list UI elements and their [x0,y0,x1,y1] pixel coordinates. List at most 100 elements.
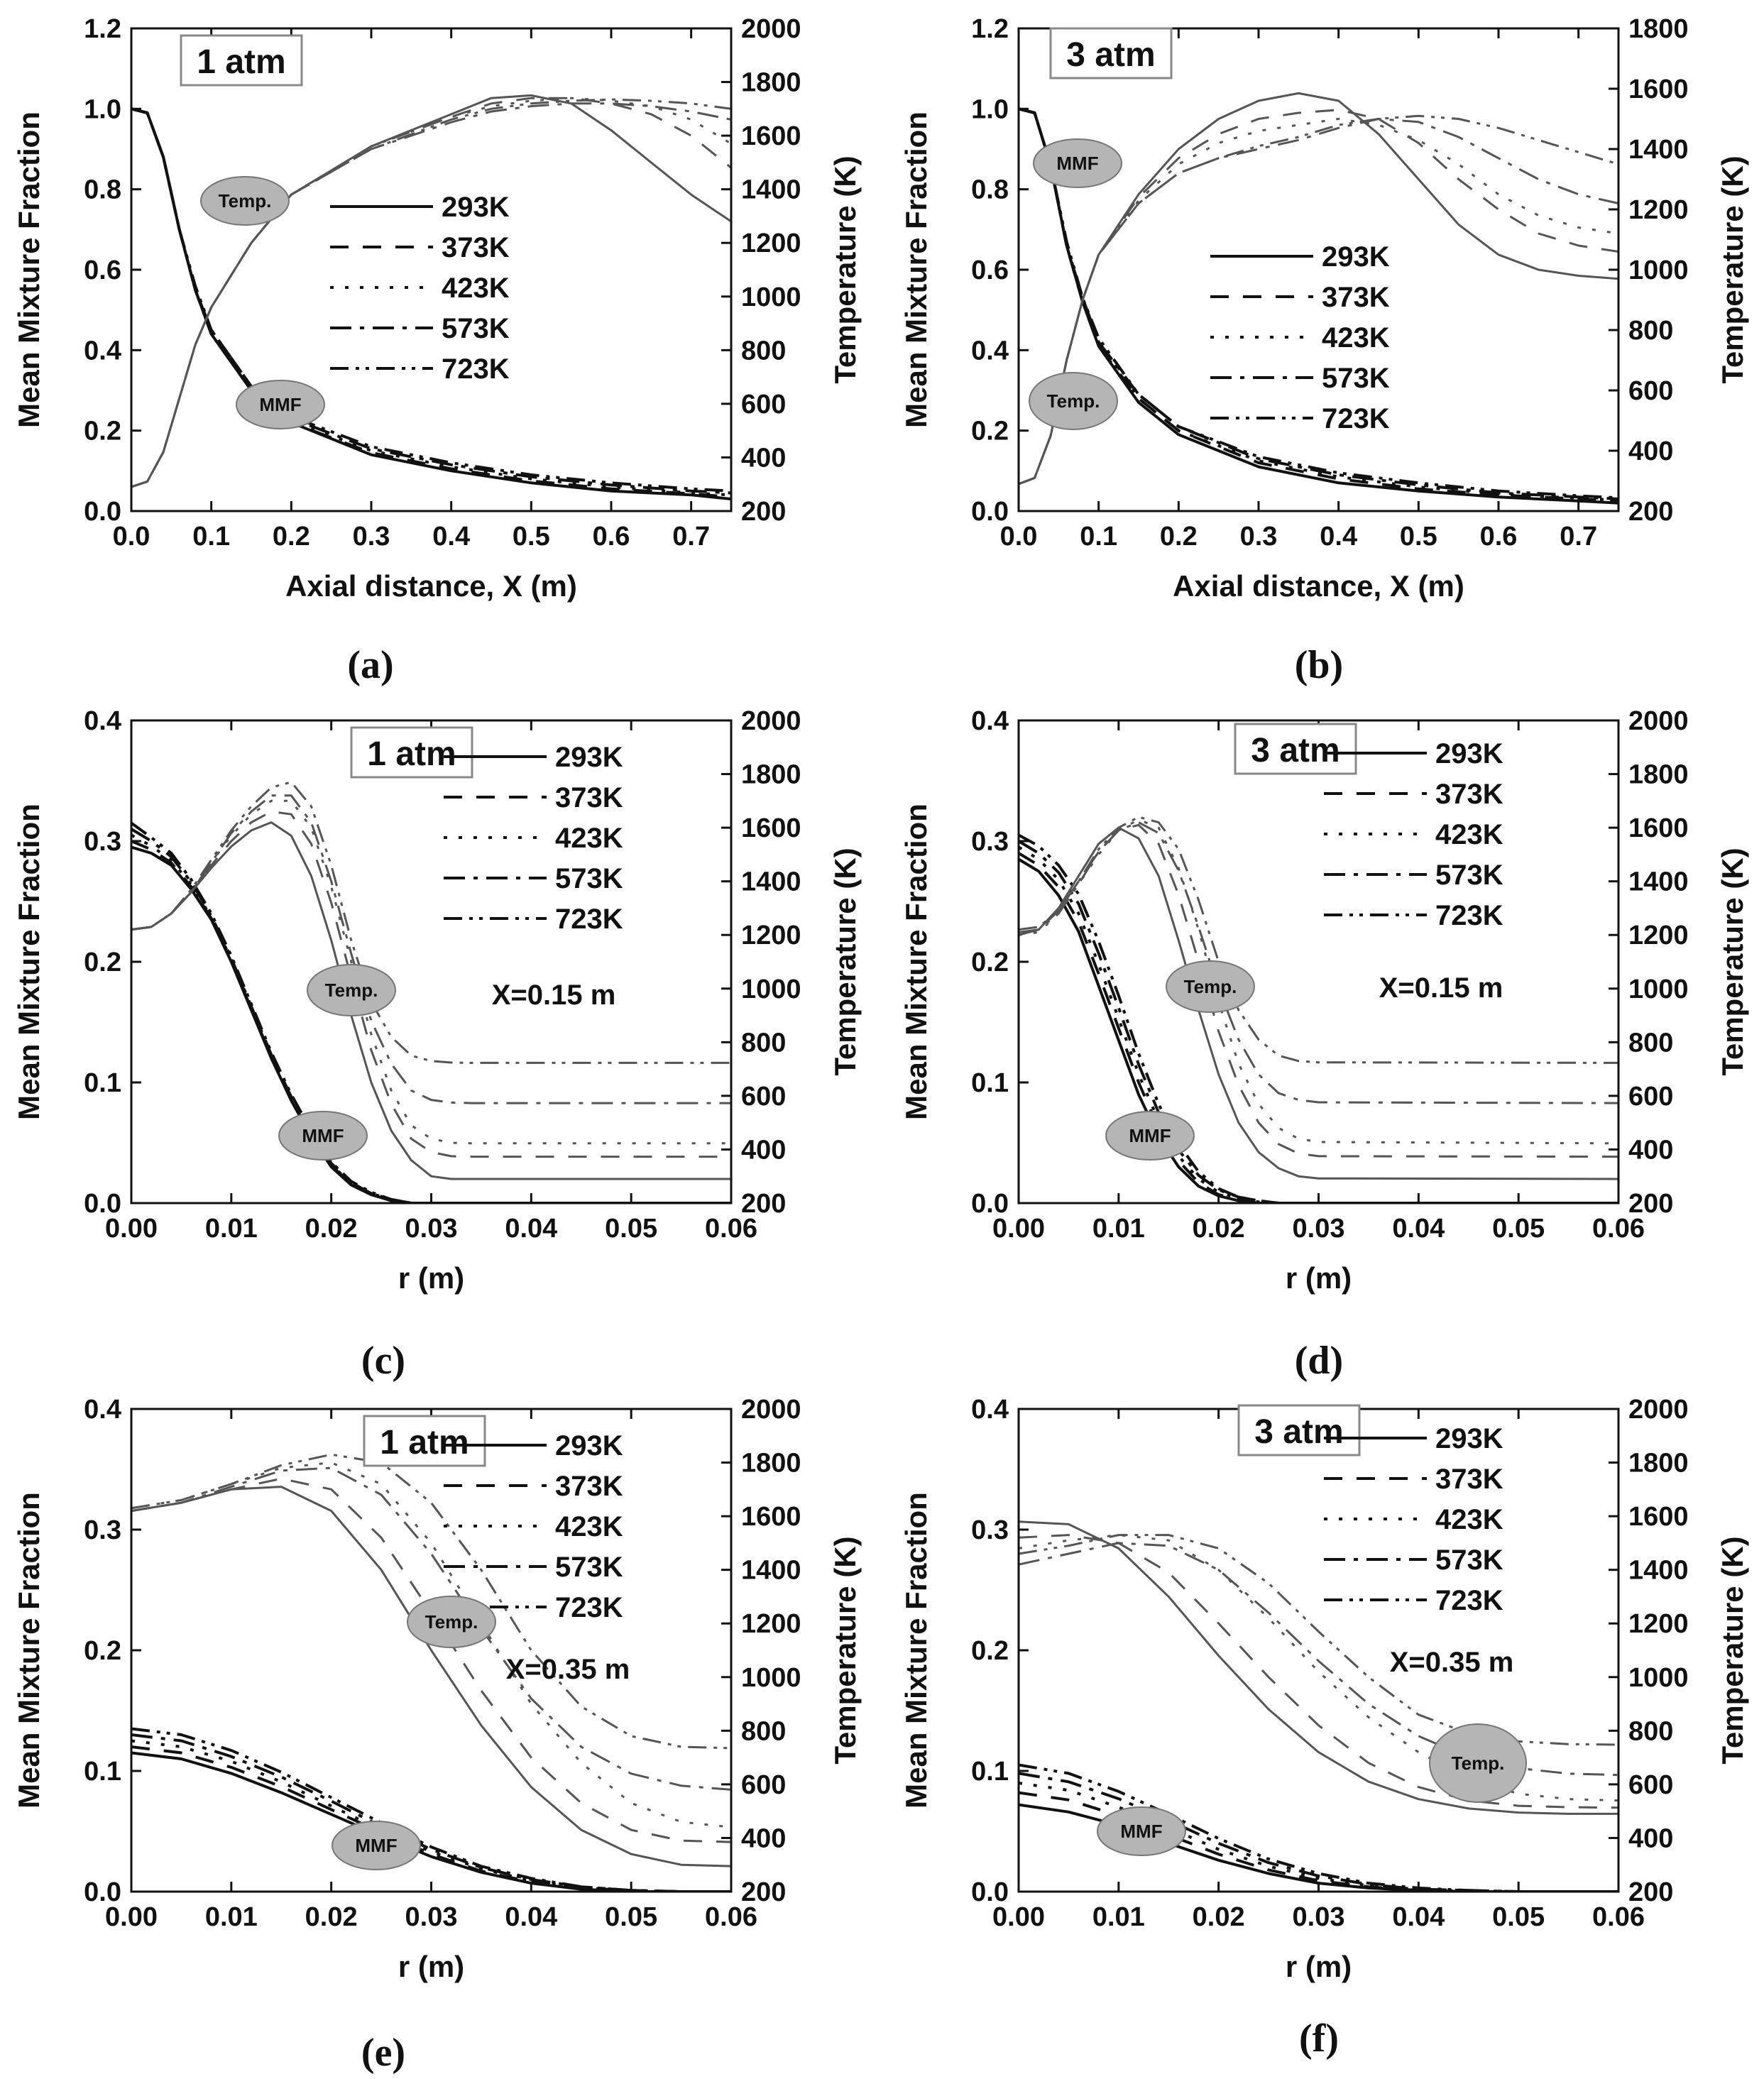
x-tick-label: 0.1 [192,522,230,552]
y2-tick-label: 2000 [741,706,801,736]
pressure-label: 3 atm [1066,36,1155,74]
y2-tick-label: 1600 [741,813,801,843]
legend-label: 573K [555,863,623,894]
y2-tick-label: 1600 [1628,813,1689,843]
temp-oval [1429,1723,1527,1803]
temperature-line-573K [1019,1542,1618,1777]
legend-label: 293K [1322,241,1390,273]
temp-oval-label: Temp. [325,980,378,1001]
legend-label: 423K [555,823,623,854]
legend-label: 723K [442,353,510,385]
y2-tick-label: 1400 [1628,135,1689,165]
pressure-box [1234,723,1357,775]
y2-tick-label: 1000 [1628,1663,1689,1693]
y2-axis-label: Temperature (K) [1716,1536,1749,1764]
x-tick-label: 0.2 [1160,522,1198,552]
y-tick-label: 0.1 [971,1757,1009,1787]
y2-axis-label: Temperature (K) [828,155,862,383]
mmf-line-293K [131,845,731,1203]
y-tick-label: 0.2 [84,1636,121,1666]
pressure-box [363,1415,486,1467]
temp-oval-label: Temp. [1184,976,1237,997]
station-label: X=0.15 m [492,980,616,1011]
y2-tick-label: 1800 [741,68,801,98]
y2-tick-label: 1800 [1628,760,1689,790]
y2-tick-label: 1000 [1628,975,1689,1004]
y-axis-label: Mean Mixture Fraction [899,111,933,428]
mmf-line-423K [1019,845,1618,1203]
x-tick-label: 0.04 [505,1214,557,1244]
y-axis-label: Mean Mixture Fraction [12,111,45,428]
y2-axis-label: Temperature (K) [828,847,862,1075]
x-tick-label: 0.4 [432,522,470,552]
mmf-oval-label: MMF [1056,153,1098,174]
x-axis-label: r (m) [398,1261,464,1295]
temperature-line-423K [1019,818,1618,1145]
y-tick-label: 1.2 [971,14,1009,44]
y2-tick-label: 200 [1628,1877,1673,1907]
mmf-oval-label: MMF [355,1835,397,1856]
mmf-line-573K [131,107,731,495]
y-tick-label: 0.1 [84,1068,121,1098]
temp-oval-label: Temp. [219,190,272,212]
y-tick-label: 0.0 [971,1877,1009,1907]
chart-panel-4: 0.00 0.01 0.02 0.03 0.04 0.05 0.06 0.0 0.1 0.2 0.3… [899,706,1749,1383]
y2-tick-label: 1800 [741,1449,801,1479]
y2-tick-label: 200 [741,497,786,527]
panel-caption: (e) [361,2031,405,2075]
x-tick-label: 0.3 [353,522,390,552]
legend-label: 423K [442,273,510,304]
mmf-line-373K [131,1745,731,1892]
y2-tick-label: 1400 [741,175,801,205]
mmf-oval-label: MMF [302,1125,344,1146]
y-tick-label: 0.1 [84,1757,121,1787]
y2-tick-label: 1600 [1628,1502,1689,1532]
chart-panel-5: 0.00 0.01 0.02 0.03 0.04 0.05 0.06 0.0 0.1 0.2 0.3… [12,1395,862,2075]
y2-tick-label: 1800 [1628,14,1689,44]
mmf-oval [1097,1806,1186,1856]
mmf-line-723K [131,1727,731,1892]
y-tick-label: 0.3 [971,827,1009,857]
temp-oval-label: Temp. [425,1611,478,1633]
mmf-oval-label: MMF [259,394,301,415]
x-tick-label: 0.06 [1592,1902,1645,1932]
y-tick-label: 0.4 [84,336,121,366]
y2-axis-label: Temperature (K) [1716,847,1749,1075]
pressure-box [350,726,473,779]
pressure-box [1049,27,1173,79]
legend-label: 423K [1322,322,1390,353]
y2-tick-label: 1800 [1628,1449,1689,1479]
mmf-line-373K [1019,852,1618,1203]
mmf-line-423K [131,107,731,497]
y-tick-label: 0.2 [971,417,1009,446]
y2-tick-label: 2000 [1628,1395,1689,1425]
y2-tick-label: 1200 [741,229,801,258]
legend-label: 573K [1322,363,1390,394]
chart-panel-1: 0.0 0.1 0.2 0.3 0.4 0.5 0.6 0.7 0.0 0.2 0.4 0.6 0.8 1… [12,14,862,687]
y-tick-label: 1.0 [971,94,1009,124]
y-tick-label: 0.3 [84,827,121,857]
mmf-line-423K [131,1739,731,1892]
y2-tick-label: 1400 [1628,867,1689,897]
legend-label: 293K [555,1430,623,1461]
temperature-line-293K [131,1486,731,1867]
y-tick-label: 0.6 [971,256,1009,285]
panel-caption: (d) [1295,1339,1343,1383]
temp-oval [1166,960,1255,1013]
axes-frame [1017,27,1620,512]
mmf-oval [1105,1111,1195,1161]
y-tick-label: 0.4 [971,706,1009,736]
x-tick-label: 0.05 [1492,1902,1545,1932]
mmf-line-423K [131,833,731,1203]
y2-tick-label: 1200 [1628,921,1689,950]
mmf-oval [332,1821,421,1870]
x-axis-label: Axial distance, X (m) [285,569,577,603]
temp-oval [407,1596,496,1648]
y-tick-label: 0.0 [971,1189,1009,1219]
temperature-line-293K [1019,1520,1618,1815]
y2-tick-label: 400 [1628,1135,1673,1165]
y2-tick-label: 600 [741,390,786,419]
mmf-line-573K [1019,107,1618,500]
y2-tick-label: 400 [741,1823,786,1853]
